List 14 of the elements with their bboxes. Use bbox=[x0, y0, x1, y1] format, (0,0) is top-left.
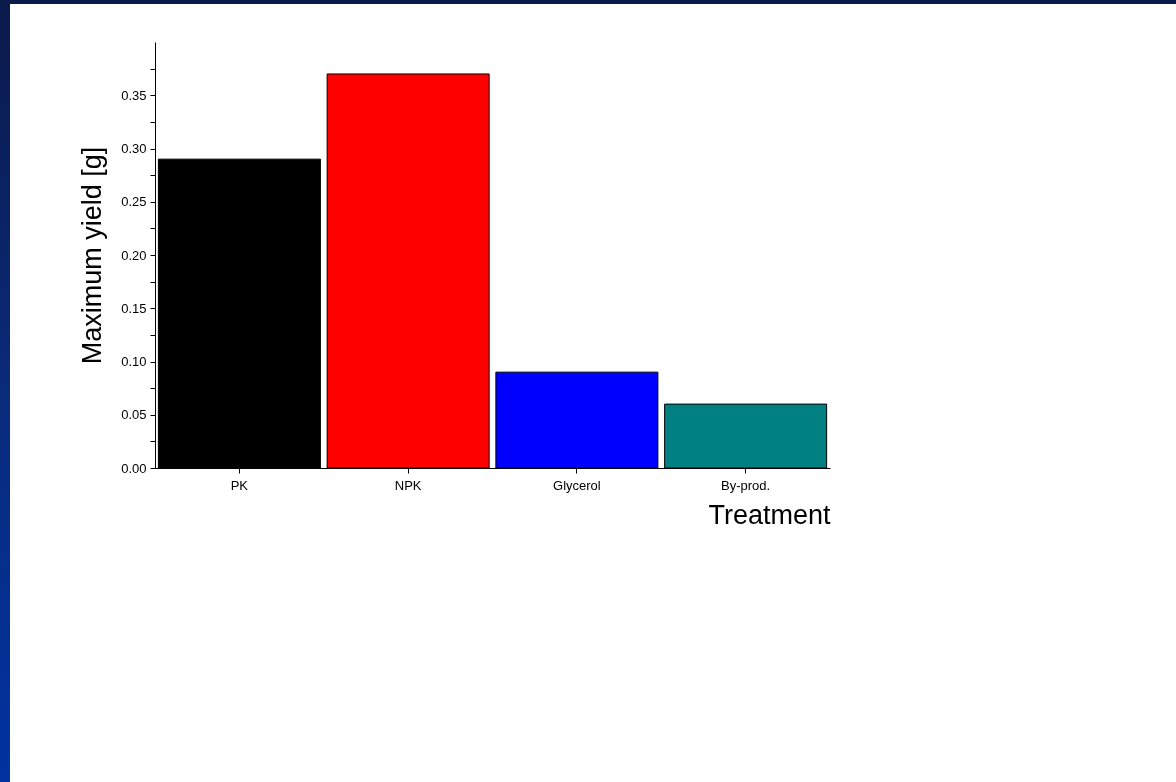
x-tick-label: By-prod. bbox=[721, 477, 771, 493]
y-tick-label: 0.20 bbox=[121, 247, 147, 263]
y-tick-label: 0.05 bbox=[121, 407, 147, 423]
y-tick-label: 0.15 bbox=[121, 300, 147, 316]
x-tick-label: PK bbox=[230, 477, 249, 493]
x-tick-label: NPK bbox=[394, 477, 422, 493]
y-tick-label: 0.25 bbox=[121, 194, 147, 210]
x-axis-title: Treatment bbox=[708, 499, 831, 530]
y-tick-label: 0.00 bbox=[121, 460, 147, 476]
y-tick-label: 0.30 bbox=[121, 141, 147, 156]
y-tick-label: 0.35 bbox=[121, 87, 147, 103]
y-tick-label: 0.10 bbox=[121, 354, 147, 369]
y-axis-title: Maximum yield [g] bbox=[77, 146, 108, 365]
x-tick-label: Glycerol bbox=[553, 477, 601, 493]
